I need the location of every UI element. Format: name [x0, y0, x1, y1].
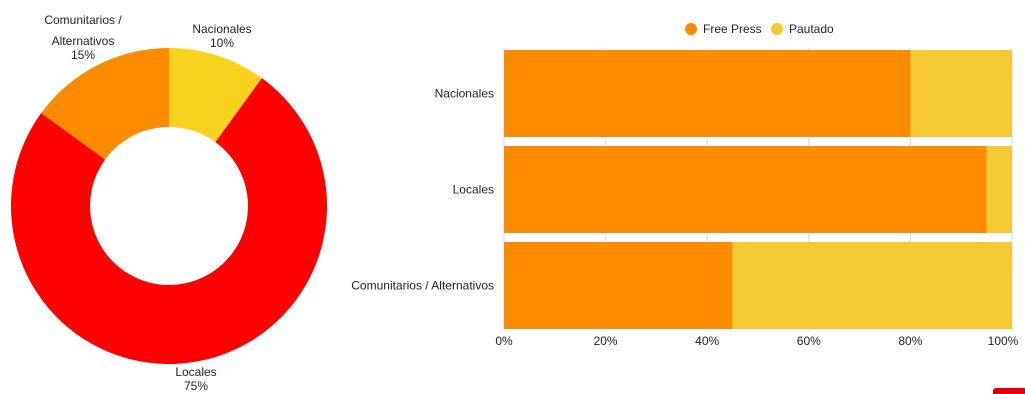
category-labels: Nacionales Locales Comunitarios / Alternat…: [351, 87, 494, 293]
x-tick-label: 80%: [898, 334, 922, 348]
x-axis-ticks: 0% 20% 40% 60% 80% 100%: [495, 334, 1018, 348]
donut-slice-locales: [10, 78, 328, 365]
corner-badge: [993, 388, 1025, 394]
x-tick-label: 60%: [797, 334, 821, 348]
stacked-bar-chart: Nacionales Locales Comunitarios / Alternat…: [351, 22, 1018, 348]
legend-swatch: [771, 23, 783, 35]
slice-value-nacionales: 10%: [210, 36, 234, 50]
slice-value-locales: 75%: [184, 379, 208, 393]
legend-label: Free Press: [703, 22, 762, 36]
category-label: Nacionales: [435, 87, 494, 101]
x-tick-label: 20%: [594, 334, 618, 348]
bar-segment: [504, 50, 911, 137]
bar-segment: [732, 242, 1012, 329]
bar-segment: [910, 50, 1012, 137]
legend: Free Press Pautado: [685, 22, 834, 36]
slice-label-comunitarios-line2: Alternativos: [52, 34, 115, 48]
slice-label-locales: Locales: [175, 365, 216, 379]
bar-segment: [986, 146, 1012, 233]
bar-segment: [504, 146, 987, 233]
legend-label: Pautado: [789, 22, 834, 36]
donut-slice-nacionales: [169, 48, 262, 143]
category-label: Comunitarios / Alternativos: [351, 279, 494, 293]
donut-slice-comunitarios-alternativos: [41, 48, 169, 160]
category-label: Locales: [453, 183, 494, 197]
x-tick-label: 0%: [495, 334, 513, 348]
bar-segment: [504, 242, 733, 329]
bar-marks: [504, 50, 1012, 329]
slice-value-comunitarios: 15%: [71, 48, 95, 62]
legend-swatch: [685, 23, 697, 35]
slice-label-comunitarios-line1: Comunitarios /: [44, 13, 122, 27]
slice-label-nacionales: Nacionales: [192, 22, 251, 36]
x-tick-label: 100%: [988, 334, 1019, 348]
x-tick-label: 40%: [695, 334, 719, 348]
